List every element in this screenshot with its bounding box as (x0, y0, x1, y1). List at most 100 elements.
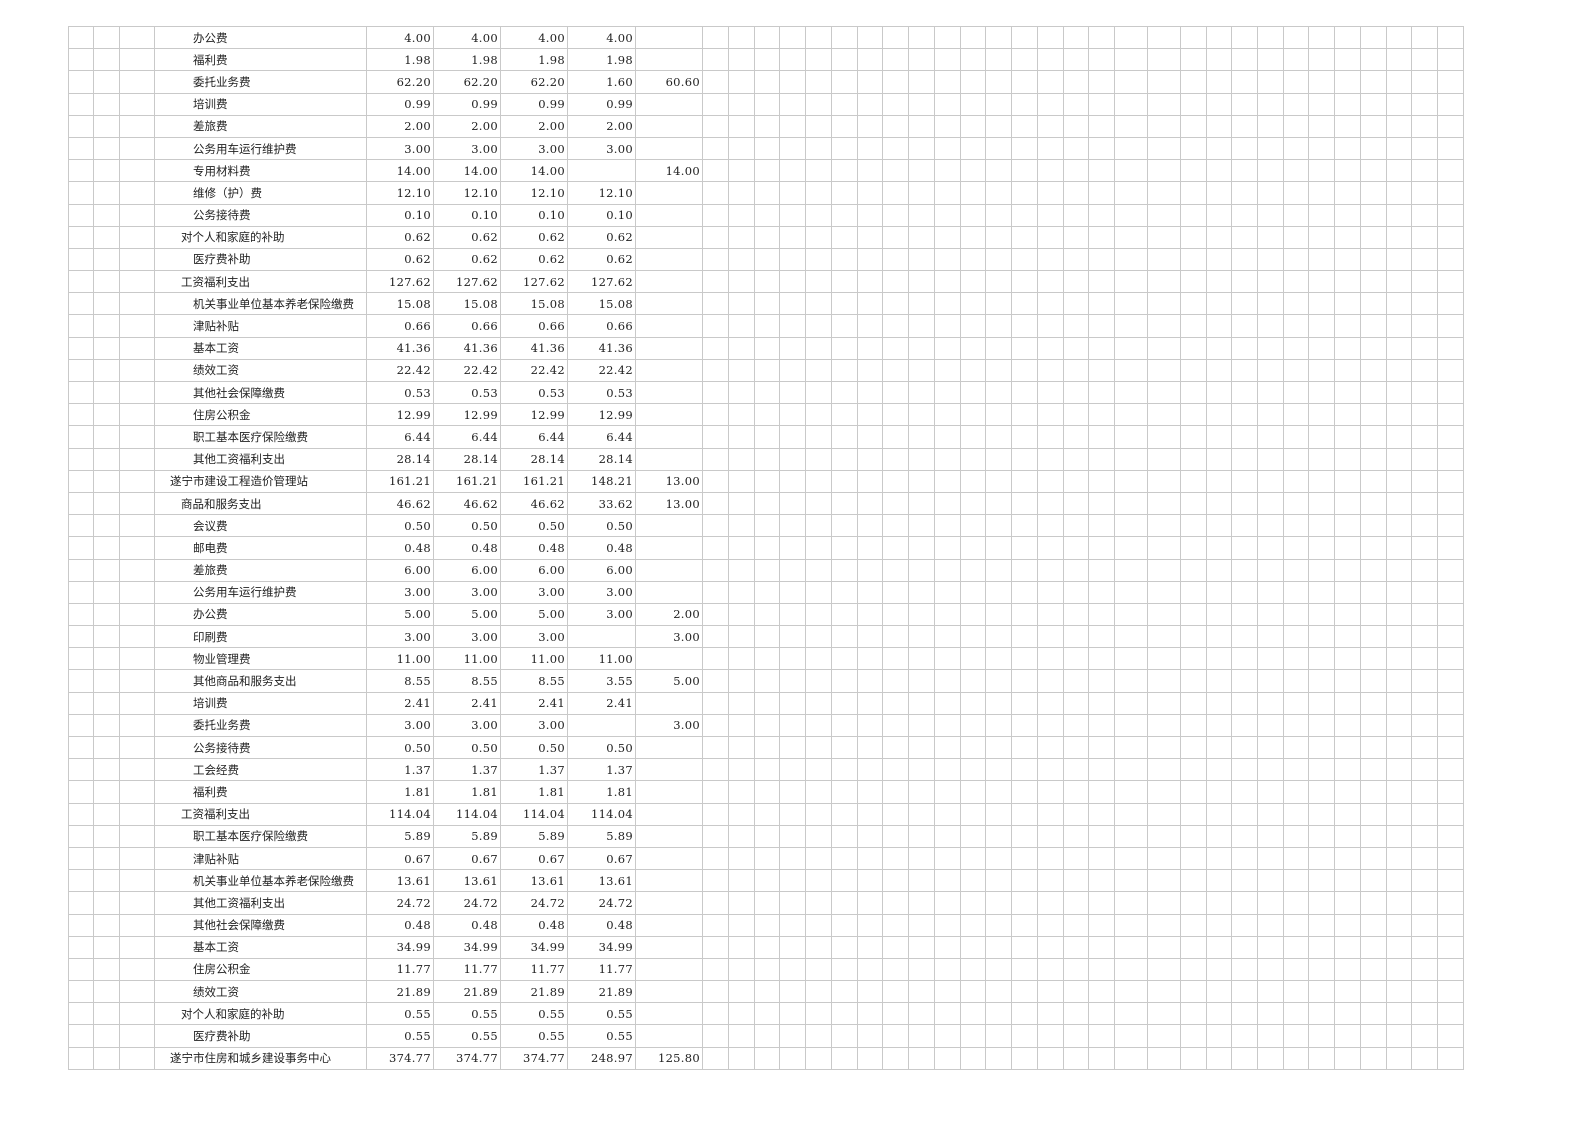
empty-cell (1282, 159, 1310, 183)
empty-cell (805, 536, 832, 560)
empty-cell (702, 336, 729, 360)
empty-cell (1334, 1046, 1361, 1070)
empty-cell (1334, 758, 1361, 782)
empty-cell (1436, 580, 1464, 604)
empty-cell (1036, 469, 1064, 493)
empty-cell (753, 92, 781, 116)
empty-cell (830, 136, 858, 161)
empty-cell (959, 25, 987, 50)
empty-cell (1205, 891, 1233, 915)
empty-cell (1114, 403, 1148, 427)
empty-cell (1334, 625, 1361, 649)
amount-cell: 0.48 (366, 913, 434, 937)
amount-cell: 6.00 (366, 558, 434, 582)
empty-cell (727, 846, 755, 871)
empty-cell (1282, 780, 1310, 804)
item-name-cell: 公务接待费 (154, 203, 367, 227)
empty-cell (908, 514, 935, 538)
empty-cell (1088, 824, 1115, 848)
empty-cell (830, 425, 858, 449)
empty-cell (702, 669, 729, 693)
empty-cell (1385, 270, 1413, 294)
empty-cell (1180, 425, 1207, 449)
empty-cell (805, 824, 832, 848)
empty-cell (959, 292, 987, 316)
item-name-cell: 住房公积金 (154, 403, 367, 427)
empty-cell (985, 713, 1012, 738)
empty-cell (1411, 114, 1438, 138)
amount-cell: 6.44 (567, 425, 636, 449)
empty-cell (1062, 203, 1090, 227)
amount-cell: 161.21 (366, 469, 434, 493)
table-row: 其他社会保障缴费 0.48 0.48 0.48 0.48 (68, 913, 1464, 937)
empty-cell (1334, 136, 1361, 161)
empty-cell (1231, 869, 1259, 893)
empty-cell (1062, 869, 1090, 893)
empty-cell (753, 70, 781, 94)
empty-cell (1036, 403, 1064, 427)
empty-cell (1385, 758, 1413, 782)
empty-cell (805, 891, 832, 915)
empty-cell (1180, 181, 1207, 205)
amount-cell: 0.48 (567, 536, 636, 560)
amount-cell (635, 1024, 703, 1048)
empty-cell (1147, 314, 1181, 338)
empty-cell (882, 292, 909, 316)
empty-cell (1334, 181, 1361, 205)
empty-cell (1147, 558, 1181, 582)
empty-cell (908, 403, 935, 427)
empty-cell (93, 447, 120, 471)
empty-cell (1359, 780, 1387, 804)
empty-cell (1231, 70, 1259, 94)
amount-cell (635, 780, 703, 804)
empty-cell (1411, 980, 1438, 1004)
empty-cell (119, 358, 155, 383)
empty-cell (1180, 846, 1207, 871)
amount-cell: 0.53 (567, 380, 636, 405)
empty-cell (1036, 447, 1064, 471)
empty-cell (985, 669, 1012, 693)
empty-cell (933, 669, 961, 693)
empty-cell (753, 247, 781, 272)
empty-cell (830, 25, 858, 50)
empty-cell (805, 1002, 832, 1026)
empty-cell (1062, 403, 1090, 427)
empty-cell (1257, 558, 1284, 582)
table-row: 差旅费 2.00 2.00 2.00 2.00 (68, 114, 1464, 138)
empty-cell (727, 403, 755, 427)
empty-cell (1011, 558, 1038, 582)
empty-cell (959, 270, 987, 294)
empty-cell (779, 1046, 806, 1070)
empty-cell (779, 380, 806, 405)
empty-cell (933, 802, 961, 826)
empty-cell (1308, 25, 1336, 50)
empty-cell (908, 491, 935, 516)
empty-cell (908, 92, 935, 116)
empty-cell (779, 491, 806, 516)
amount-cell (635, 735, 703, 760)
amount-cell: 11.00 (366, 647, 434, 671)
amount-cell: 3.00 (366, 136, 434, 161)
empty-cell (1282, 114, 1310, 138)
empty-cell (1282, 846, 1310, 871)
amount-cell: 28.14 (433, 447, 501, 471)
empty-cell (1231, 92, 1259, 116)
empty-cell (959, 935, 987, 959)
empty-cell (779, 314, 806, 338)
empty-cell (856, 25, 884, 50)
amount-cell: 127.62 (567, 270, 636, 294)
empty-cell (779, 358, 806, 383)
empty-cell (1147, 358, 1181, 383)
empty-cell (1334, 957, 1361, 982)
empty-cell (830, 824, 858, 848)
empty-cell (882, 891, 909, 915)
table-row: 工资福利支出 127.62 127.62 127.62 127.62 (68, 270, 1464, 294)
amount-cell: 0.55 (567, 1002, 636, 1026)
empty-cell (856, 758, 884, 782)
empty-cell (933, 713, 961, 738)
empty-cell (93, 558, 120, 582)
amount-cell (635, 1002, 703, 1026)
amount-cell: 0.99 (567, 92, 636, 116)
empty-cell (856, 292, 884, 316)
empty-cell (1282, 869, 1310, 893)
